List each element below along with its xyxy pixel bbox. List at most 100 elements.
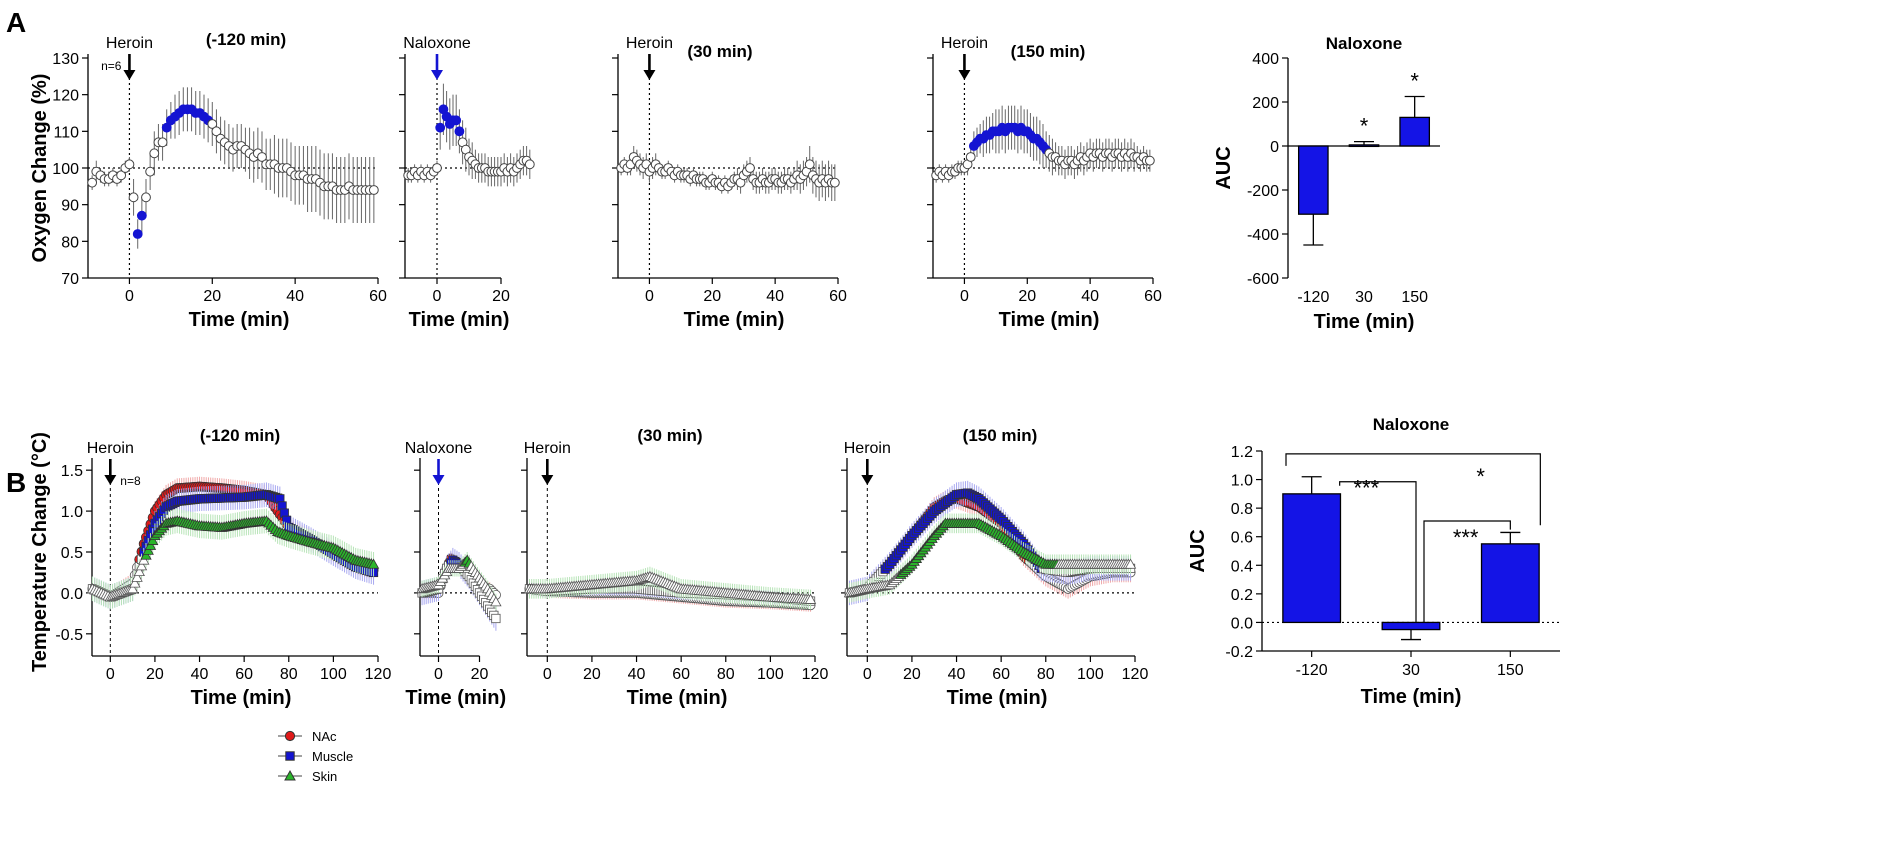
y-tick-label: 1.5: [61, 463, 83, 480]
x-tick-label: 20: [146, 666, 164, 683]
injection-label: Heroin: [524, 440, 571, 457]
y-tick-label: 1.2: [1231, 444, 1253, 461]
data-point: [207, 119, 218, 129]
n-label: n=8: [120, 474, 141, 488]
data-point: [161, 122, 172, 133]
injection-arrow-head: [541, 475, 554, 485]
panel-label-b: B: [6, 467, 26, 498]
data-point: [490, 596, 502, 607]
data-point: [87, 177, 98, 188]
y-tick-label: 400: [1252, 51, 1279, 68]
chart-A2: 0 20 Time (min) Naloxone: [399, 35, 535, 331]
series-skin: [843, 513, 1137, 603]
plots: 70 80 90 100 110 120 130 0 20 40 60 Time (min) Oxyge…: [29, 30, 1560, 784]
injection-arrow-head: [431, 70, 443, 80]
series-skin: [416, 552, 502, 611]
x-tick-label: 100: [757, 666, 784, 683]
data-point: [135, 560, 148, 571]
injection-label: Heroin: [941, 35, 988, 52]
legend-label: Skin: [312, 769, 337, 784]
series-oxygen: [616, 146, 840, 201]
x-tick-label: 150: [1401, 289, 1428, 306]
x-tick-label: 0: [543, 666, 552, 683]
data-point: [147, 534, 159, 545]
x-axis-label: Time (min): [1361, 686, 1462, 708]
x-tick-label: 20: [1018, 288, 1036, 305]
data-point: [157, 137, 168, 148]
x-tick-label: 40: [286, 288, 304, 305]
bracket-line: [1285, 453, 1541, 526]
data-point: [149, 148, 160, 159]
x-axis-label: Time (min): [409, 309, 510, 331]
y-tick-label: -400: [1247, 227, 1279, 244]
chart-A1: 70 80 90 100 110 120 130 0 20 40 60 Time (min) Oxyge…: [29, 30, 387, 331]
data-point: [454, 126, 465, 137]
y-tick-label: 0: [1270, 139, 1279, 156]
x-tick-label: 30: [1355, 289, 1373, 306]
y-tick-label: -200: [1247, 183, 1279, 200]
x-axis-label: Time (min): [684, 309, 785, 331]
data-point: [257, 152, 267, 162]
data-point: [1144, 155, 1155, 166]
chart-title: (150 min): [963, 426, 1038, 445]
y-tick-label: 1.0: [1231, 473, 1253, 490]
chart-title: Naloxone: [1373, 415, 1450, 434]
chart-title: (30 min): [637, 426, 702, 445]
n-label: n=6: [101, 59, 122, 73]
y-tick-label: 1.0: [61, 504, 83, 521]
injection-label: Naloxone: [403, 35, 471, 52]
bar--120: [1282, 493, 1342, 624]
x-tick-label: 100: [1077, 666, 1104, 683]
bracket-line: [1339, 481, 1417, 623]
y-axis-label: AUC: [1187, 529, 1209, 572]
data-point: [432, 163, 442, 173]
legend-label: Muscle: [312, 749, 353, 764]
y-tick-label: 0.4: [1231, 558, 1253, 575]
injection-arrow-head: [432, 475, 445, 485]
legend-label: NAc: [312, 729, 337, 744]
data-point: [141, 192, 151, 203]
x-tick-label: 120: [365, 666, 392, 683]
data-point: [491, 613, 501, 624]
x-tick-label: -120: [1297, 289, 1329, 306]
data-point: [145, 166, 156, 177]
data-point: [132, 229, 143, 239]
x-tick-label: 40: [191, 666, 209, 683]
x-tick-label: 120: [802, 666, 829, 683]
data-point: [804, 159, 815, 170]
x-tick-label: 0: [645, 288, 654, 305]
data-point: [211, 126, 222, 137]
y-tick-label: 0.2: [1231, 587, 1253, 604]
data-point: [368, 185, 379, 195]
x-tick-label: 40: [948, 666, 966, 683]
data-point: [142, 544, 154, 555]
y-axis-label: Oxygen Change (%): [29, 74, 51, 263]
x-axis-label: Time (min): [405, 687, 506, 709]
series-skin: [86, 508, 380, 610]
x-axis-label: Time (min): [1314, 311, 1415, 333]
chart-A5: -600 -400 -200 0 200 400 -120 30 * 150 * Time (min)…: [1213, 34, 1440, 333]
x-tick-label: 20: [203, 288, 221, 305]
series-skin: [523, 566, 817, 610]
bar-30: [1381, 621, 1441, 631]
data-point: [451, 115, 462, 126]
x-tick-label: 80: [1037, 666, 1055, 683]
x-tick-label: 60: [672, 666, 690, 683]
data-point: [1124, 558, 1137, 569]
series-oxygen: [87, 87, 379, 249]
x-tick-label: 20: [583, 666, 601, 683]
y-tick-label: 200: [1252, 95, 1279, 112]
chart-A3: 0 20 40 60 Time (min) (30 min) Heroin: [612, 35, 847, 331]
series-oxygen: [403, 83, 535, 187]
bracket-label: ***: [1353, 476, 1379, 501]
y-tick-label: -600: [1247, 271, 1279, 288]
y-tick-label: 0.8: [1231, 501, 1253, 518]
series-oxygen: [931, 105, 1155, 183]
injection-arrow-head: [123, 70, 136, 80]
data-point: [129, 577, 141, 588]
chart-title: (150 min): [1011, 42, 1086, 61]
x-tick-label: 20: [903, 666, 921, 683]
x-tick-label: 40: [766, 288, 784, 305]
panel-label-a: A: [6, 7, 26, 38]
